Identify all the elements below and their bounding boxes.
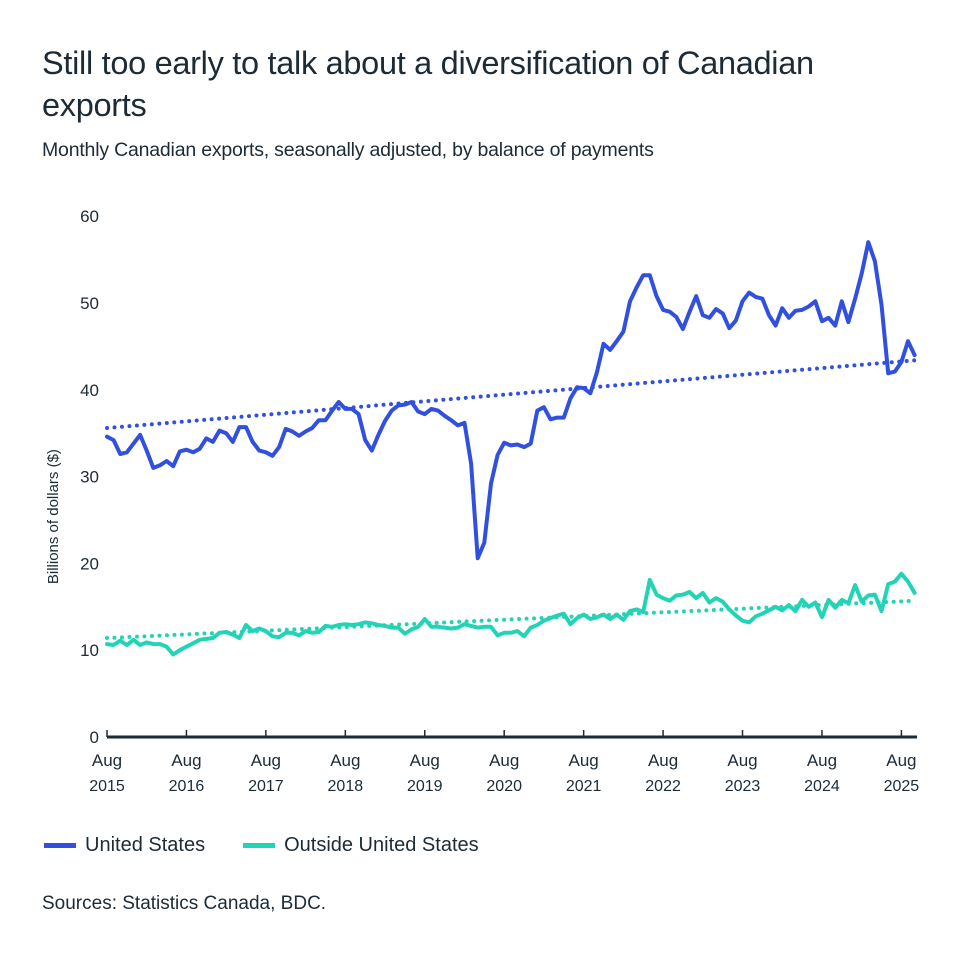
x-tick-label-month: Aug xyxy=(569,751,599,770)
x-tick-label-month: Aug xyxy=(251,751,281,770)
x-tick-label-month: Aug xyxy=(648,751,678,770)
chart-subtitle: Monthly Canadian exports, seasonally adj… xyxy=(42,139,654,161)
x-tick-label-year: 2020 xyxy=(486,778,522,795)
x-tick-label-year: 2016 xyxy=(169,778,205,795)
x-tick-label-year: 2017 xyxy=(248,778,284,795)
x-tick-label-year: 2021 xyxy=(566,778,602,795)
legend-swatch-outside-united-states xyxy=(243,843,276,848)
y-tick-label: 0 xyxy=(90,728,99,747)
x-tick-label-year: 2023 xyxy=(725,778,761,795)
series-line-outside-united-states xyxy=(105,571,917,657)
x-tick-label-year: 2019 xyxy=(407,778,443,795)
line-chart: 0 10 20 30 40 50 60 Billions of dollars ($) Aug 2… xyxy=(45,207,920,795)
x-tick-label-year: 2015 xyxy=(89,778,125,795)
legend-label-united-states: United States xyxy=(85,834,206,856)
y-tick-label: 30 xyxy=(80,468,99,487)
x-tick-label-month: Aug xyxy=(410,751,440,770)
chart-title: Still too early to talk about a diversif… xyxy=(42,45,814,123)
x-tick-label-month: Aug xyxy=(171,751,201,770)
x-tick-label-month: Aug xyxy=(807,751,837,770)
x-tick-label-month: Aug xyxy=(727,751,757,770)
x-tick-label-month: Aug xyxy=(330,751,360,770)
legend-item-outside-united-states: Outside United States xyxy=(243,834,479,857)
trend-line-united-states-trend xyxy=(105,358,917,430)
y-tick-label: 10 xyxy=(80,641,99,660)
legend-swatch-united-states xyxy=(44,843,76,848)
x-tick-label-year: 2022 xyxy=(645,778,681,795)
x-tick-label-year: 2018 xyxy=(328,778,364,795)
y-tick-label: 40 xyxy=(80,381,99,400)
x-tick-label-year: 2025 xyxy=(884,778,920,795)
y-tick-label: 20 xyxy=(80,554,99,573)
legend-label-outside-united-states: Outside United States xyxy=(284,834,479,856)
series-line-united-states xyxy=(105,240,917,561)
y-tick-label: 60 xyxy=(80,207,99,226)
x-tick-label-year: 2024 xyxy=(804,778,840,795)
source-note: Sources: Statistics Canada, BDC. xyxy=(42,893,327,914)
y-axis-label: Billions of dollars ($) xyxy=(45,449,62,584)
y-tick-label: 50 xyxy=(80,294,99,313)
x-tick-label-month: Aug xyxy=(886,751,916,770)
trend-line-outside-united-states-trend xyxy=(105,598,917,641)
legend-item-united-states: United States xyxy=(44,834,205,857)
x-tick-label-month: Aug xyxy=(92,751,122,770)
legend: United States Outside United States xyxy=(44,834,517,857)
x-tick-label-month: Aug xyxy=(489,751,519,770)
